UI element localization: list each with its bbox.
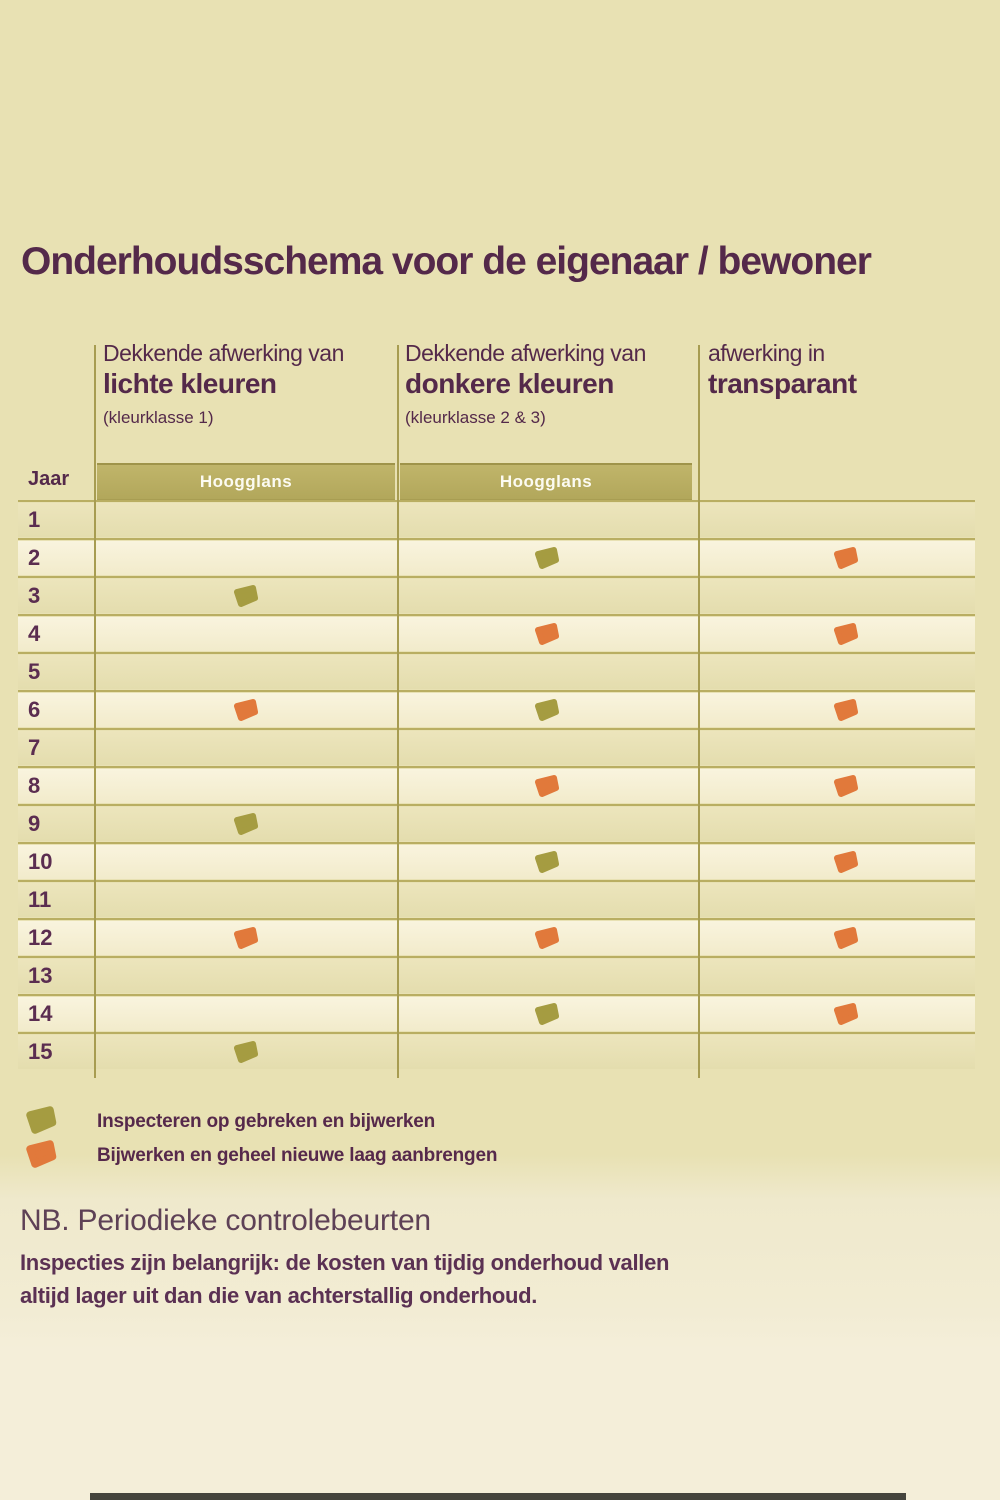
row-separator [18,804,975,806]
inspect-marker-icon [531,546,561,575]
note-body: Inspecties zijn belangrijk: de kosten va… [20,1246,669,1312]
legend-item-inspect: Inspecteren op gebreken en bijwerken [20,1105,436,1140]
renew-marker-icon [830,1002,860,1031]
renew-marker-icon [531,926,561,955]
inspect-marker-icon [531,850,561,879]
table-row: 10 [18,845,975,879]
year-cell: 9 [28,811,41,836]
table-row: 14 [18,997,975,1031]
legend-item-renew: Bijwerken en geheel nieuwe laag aanbreng… [20,1139,498,1174]
column-header-line2: donkere kleuren [405,368,614,399]
note-line: Inspecties zijn belangrijk: de kosten va… [20,1250,670,1275]
renew-marker-icon [830,850,860,879]
inspect-marker-icon [230,812,260,841]
renew-marker-icon [531,774,561,803]
table-row: 6 [18,693,975,727]
hoogglans-band-dark: Hoogglans [400,463,692,501]
bottom-bar [90,1493,906,1500]
column-header-line1: Dekkende afwerking van [405,340,646,366]
table-row: 15 [18,1035,975,1069]
column-header-transparent: afwerking in transparant [708,340,1000,401]
year-cell: 7 [28,735,41,760]
column-divider [698,345,700,1078]
renew-marker-icon [230,698,260,727]
year-cell: 8 [28,773,41,798]
row-separator [18,728,975,730]
column-header-light: Dekkende afwerking van lichte kleuren (k… [103,340,398,429]
renew-marker-icon [830,774,860,803]
column-header-line2: lichte kleuren [103,368,277,399]
row-separator [18,880,975,882]
note-heading: NB. Periodieke controlebeurten [20,1204,431,1237]
column-header-line1: afwerking in [708,340,825,366]
table-row: 3 [18,579,975,613]
inspect-marker-icon [20,1105,60,1140]
renew-marker-icon [830,622,860,651]
year-cell: 11 [28,887,52,912]
inspect-marker-icon [531,698,561,727]
table-row: 1 [18,503,975,537]
year-column-label: Jaar [28,468,70,490]
table-row: 9 [18,807,975,841]
row-separator [18,614,975,616]
legend-label: Bijwerken en geheel nieuwe laag aanbreng… [97,1145,498,1166]
year-cell: 6 [28,697,41,722]
column-header-line1: Dekkende afwerking van [103,340,344,366]
row-separator [18,538,975,540]
table-row: 12 [18,921,975,955]
table-row: 7 [18,731,975,765]
renew-marker-icon [20,1139,60,1174]
inspect-marker-icon [230,584,260,613]
column-header-line3: (kleurklasse 1) [103,408,214,427]
column-divider [94,345,96,1078]
page-title: Onderhoudsschema voor de eigenaar / bewo… [21,240,872,283]
row-separator [18,576,975,578]
column-header-line3: (kleurklasse 2 & 3) [405,408,546,427]
row-separator [18,918,975,920]
table-row: 11 [18,883,975,917]
table-row: 8 [18,769,975,803]
year-cell: 4 [28,621,41,646]
row-separator [18,842,975,844]
hoogglans-band-light: Hoogglans [97,463,395,501]
renew-marker-icon [830,926,860,955]
year-cell: 15 [28,1039,53,1064]
year-cell: 5 [28,659,41,684]
note-line: altijd lager uit dan die van achterstall… [20,1283,538,1308]
year-cell: 2 [28,545,41,570]
inspect-marker-icon [230,1040,260,1069]
row-separator [18,1032,975,1034]
column-header-dark: Dekkende afwerking van donkere kleuren (… [405,340,700,429]
year-cell: 3 [28,583,41,608]
renew-marker-icon [230,926,260,955]
inspect-marker-icon [531,1002,561,1031]
year-cell: 14 [28,1001,53,1026]
renew-marker-icon [531,622,561,651]
row-separator [18,500,975,502]
renew-marker-icon [830,698,860,727]
year-cell: 12 [28,925,53,950]
row-separator [18,956,975,958]
year-cell: 10 [28,849,53,874]
year-cell: 1 [28,507,41,532]
row-separator [18,652,975,654]
row-separator [18,690,975,692]
year-cell: 13 [28,963,53,988]
legend-label: Inspecteren op gebreken en bijwerken [97,1111,436,1132]
table-row: 4 [18,617,975,651]
column-divider [397,345,399,1078]
row-separator [18,766,975,768]
table-row: 2 [18,541,975,575]
table-row: 5 [18,655,975,689]
renew-marker-icon [830,546,860,575]
row-separator [18,994,975,996]
column-header-line2: transparant [708,368,857,399]
table-row: 13 [18,959,975,993]
